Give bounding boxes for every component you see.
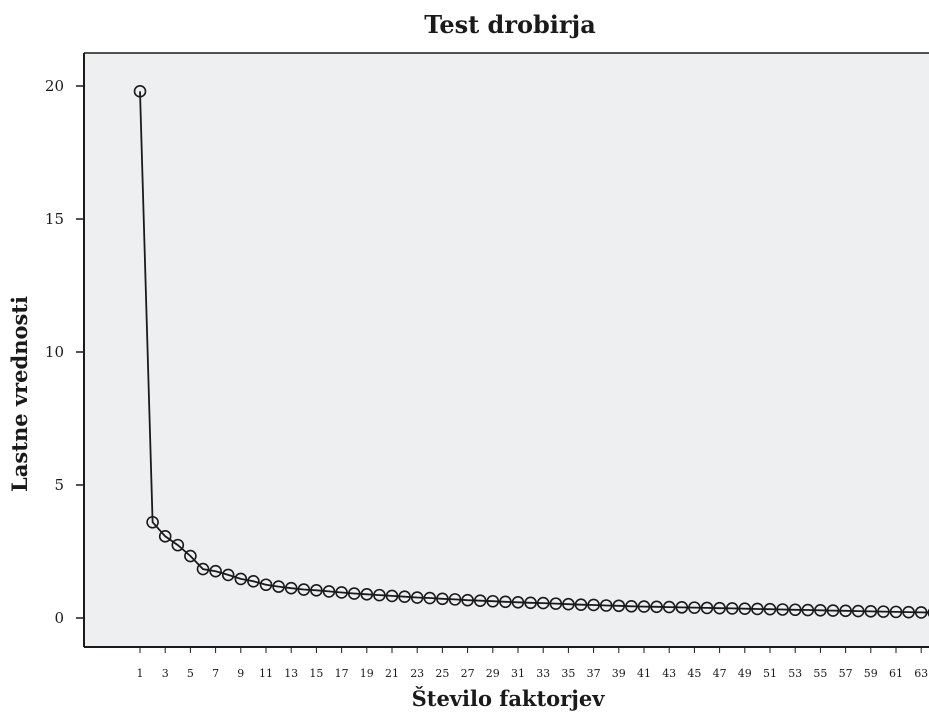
x-tick-label: 45	[687, 667, 701, 680]
x-tick-label: 19	[360, 667, 374, 680]
x-tick-label: 43	[662, 667, 676, 680]
y-axis-title: Lastne vrednosti	[7, 296, 32, 492]
x-tick-label: 49	[738, 667, 752, 680]
x-tick-label: 15	[309, 667, 323, 680]
x-tick-label: 25	[435, 667, 449, 680]
x-tick-label: 9	[237, 667, 244, 680]
y-tick-label: 15	[45, 210, 64, 228]
y-ticks-group: 0 5 10 15 20	[45, 77, 84, 627]
x-tick-label: 33	[536, 667, 550, 680]
x-tick-label: 53	[788, 667, 802, 680]
y-tick-label: 5	[54, 476, 64, 494]
x-tick-label: 37	[587, 667, 601, 680]
y-tick-label: 10	[45, 343, 64, 361]
x-tick-label: 61	[889, 667, 903, 680]
y-tick-label: 0	[54, 609, 64, 627]
x-tick-label: 55	[813, 667, 827, 680]
x-tick-label: 21	[385, 667, 399, 680]
x-tick-label: 27	[461, 667, 475, 680]
x-tick-label: 39	[612, 667, 626, 680]
x-tick-label: 7	[212, 667, 219, 680]
x-tick-label: 51	[763, 667, 777, 680]
x-tick-label: 47	[713, 667, 727, 680]
x-tick-label: 17	[335, 667, 349, 680]
x-tick-label: 31	[511, 667, 525, 680]
y-tick-label: 20	[45, 77, 64, 95]
x-axis-title: Število faktorjev	[412, 686, 606, 711]
x-tick-label: 63	[914, 667, 928, 680]
plot-area	[84, 53, 929, 647]
chart-title: Test drobirja	[424, 10, 596, 39]
x-tick-label: 5	[187, 667, 194, 680]
x-tick-label: 29	[486, 667, 500, 680]
x-tick-label: 41	[637, 667, 651, 680]
x-tick-label: 3	[162, 667, 169, 680]
x-tick-label: 57	[839, 667, 853, 680]
x-tick-label: 11	[259, 667, 273, 680]
x-tick-label: 23	[410, 667, 424, 680]
x-tick-label: 13	[284, 667, 298, 680]
x-tick-label: 1	[137, 667, 144, 680]
x-tick-label: 59	[864, 667, 878, 680]
x-tick-label: 35	[561, 667, 575, 680]
